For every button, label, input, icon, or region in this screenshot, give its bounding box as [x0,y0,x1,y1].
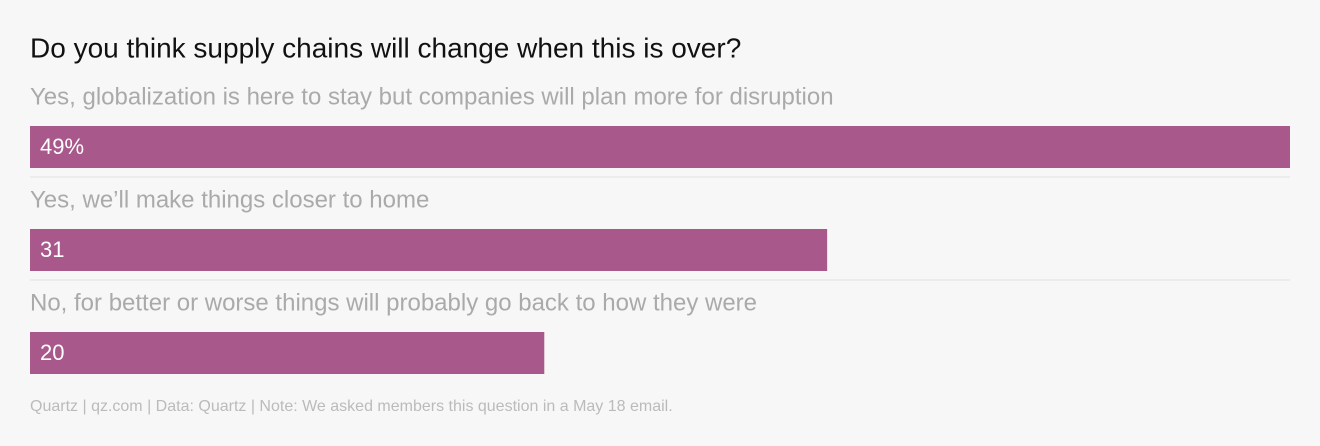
footer: Quartz | qz.com | Data: Quartz | Note: W… [30,398,673,415]
chart-title: Do you think supply chains will change w… [30,32,741,63]
category-label: No, for better or worse things will prob… [30,289,757,316]
value-label: 31 [40,237,64,262]
category-label: Yes, globalization is here to stay but c… [30,83,834,110]
bar [30,332,545,374]
value-label: 49% [40,134,84,159]
value-label: 20 [40,340,64,365]
category-label: Yes, we’ll make things closer to home [30,186,429,213]
bar [30,229,828,271]
bar [30,126,1290,168]
